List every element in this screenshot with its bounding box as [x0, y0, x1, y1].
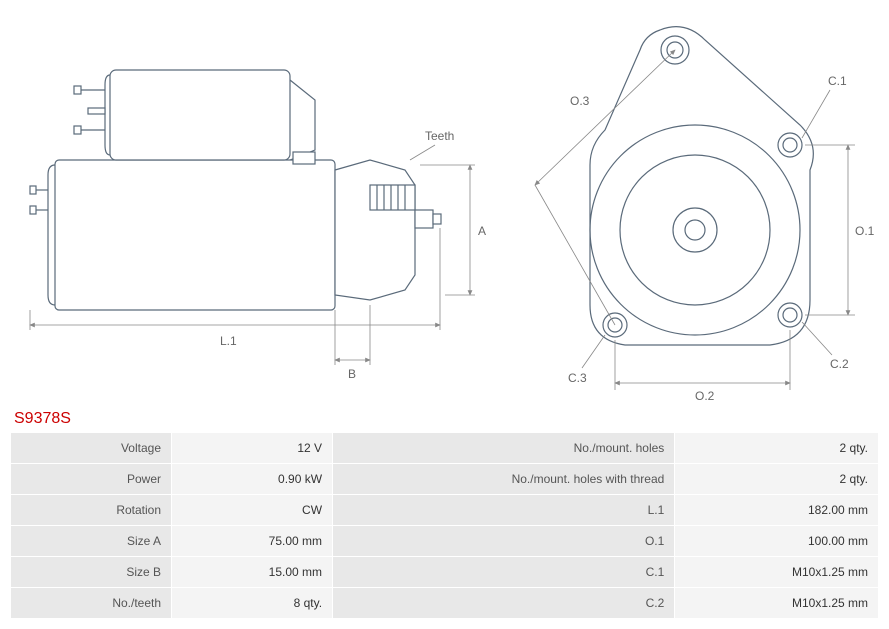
spec-label: Voltage [11, 433, 172, 464]
table-row: Size A 75.00 mm O.1 100.00 mm [11, 526, 879, 557]
spec-value: 12 V [172, 433, 333, 464]
spec-value: 2 qty. [675, 464, 879, 495]
dim-O1-label: O.1 [855, 224, 875, 238]
dim-B-label: B [348, 367, 356, 381]
spec-label: Size A [11, 526, 172, 557]
spec-value: CW [172, 495, 333, 526]
table-row: Power 0.90 kW No./mount. holes with thre… [11, 464, 879, 495]
teeth-label: Teeth [425, 129, 454, 143]
dim-L1-label: L.1 [220, 334, 237, 348]
table-row: Voltage 12 V No./mount. holes 2 qty. [11, 433, 879, 464]
spec-value: 15.00 mm [172, 557, 333, 588]
table-row: Rotation CW L.1 182.00 mm [11, 495, 879, 526]
dim-O2-label: O.2 [695, 389, 715, 400]
table-row: Size B 15.00 mm C.1 M10x1.25 mm [11, 557, 879, 588]
dim-C1-label: C.1 [828, 74, 847, 88]
dim-C3-label: C.3 [568, 371, 587, 385]
spec-label: C.1 [333, 557, 675, 588]
spec-value: 8 qty. [172, 588, 333, 619]
spec-value: M10x1.25 mm [675, 557, 879, 588]
front-view-diagram: O.3 O.1 O.2 C.1 C.2 C.3 [510, 10, 880, 400]
spec-label: No./teeth [11, 588, 172, 619]
table-row: No./teeth 8 qty. C.2 M10x1.25 mm [11, 588, 879, 619]
spec-value: 100.00 mm [675, 526, 879, 557]
part-id: S9378S [14, 410, 879, 428]
spec-value: M10x1.25 mm [675, 588, 879, 619]
spec-label: No./mount. holes [333, 433, 675, 464]
side-view-diagram: L.1 B A Teeth [10, 10, 490, 400]
spec-label: Rotation [11, 495, 172, 526]
spec-table: Voltage 12 V No./mount. holes 2 qty. Pow… [10, 432, 879, 619]
spec-label: C.2 [333, 588, 675, 619]
spec-label: L.1 [333, 495, 675, 526]
dim-O3-label: O.3 [570, 94, 590, 108]
dim-C2-label: C.2 [830, 357, 849, 371]
spec-label: No./mount. holes with thread [333, 464, 675, 495]
spec-label: Power [11, 464, 172, 495]
spec-value: 75.00 mm [172, 526, 333, 557]
spec-value: 0.90 kW [172, 464, 333, 495]
diagram-area: L.1 B A Teeth [10, 10, 879, 400]
spec-label: Size B [11, 557, 172, 588]
spec-value: 2 qty. [675, 433, 879, 464]
spec-label: O.1 [333, 526, 675, 557]
spec-value: 182.00 mm [675, 495, 879, 526]
dim-A-label: A [478, 224, 486, 238]
